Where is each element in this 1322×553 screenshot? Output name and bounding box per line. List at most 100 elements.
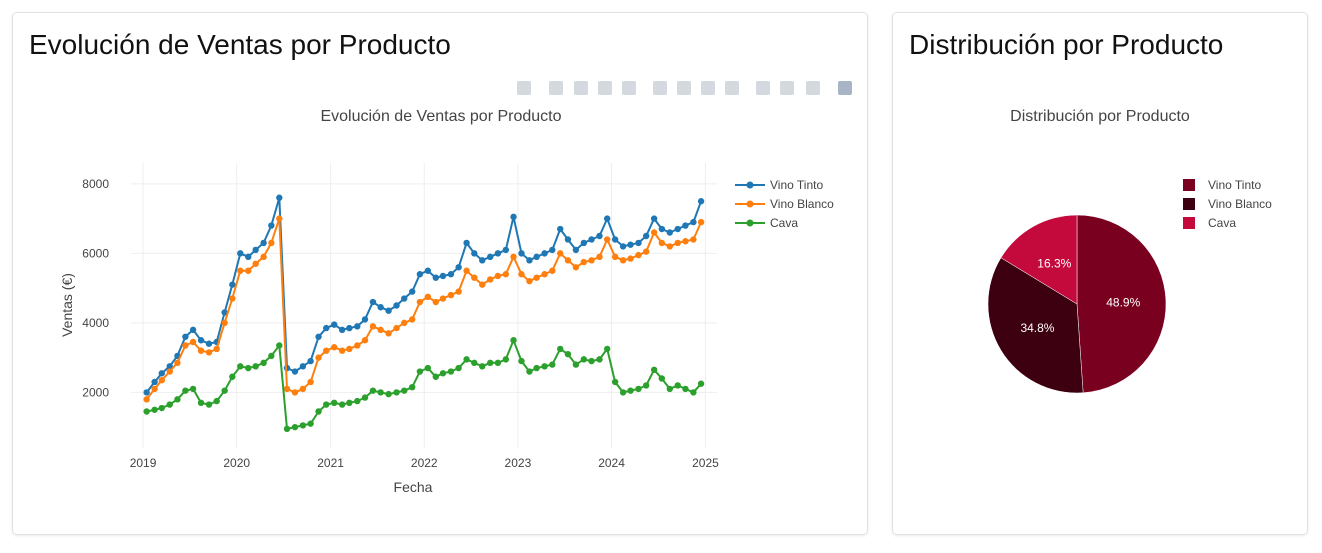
data-point[interactable] bbox=[494, 250, 502, 257]
data-point[interactable] bbox=[642, 248, 650, 255]
data-point[interactable] bbox=[268, 352, 275, 360]
data-point[interactable] bbox=[682, 222, 689, 229]
data-point[interactable] bbox=[666, 385, 673, 393]
data-point[interactable] bbox=[611, 253, 619, 261]
data-point[interactable] bbox=[205, 340, 213, 347]
data-point[interactable] bbox=[439, 272, 447, 280]
data-point[interactable] bbox=[315, 408, 322, 415]
data-point[interactable] bbox=[401, 295, 408, 302]
data-point[interactable] bbox=[424, 293, 432, 301]
data-point[interactable] bbox=[229, 281, 236, 288]
data-point[interactable] bbox=[424, 364, 432, 372]
data-point[interactable] bbox=[580, 258, 588, 266]
data-point[interactable] bbox=[611, 378, 619, 386]
data-point[interactable] bbox=[526, 368, 533, 375]
data-point[interactable] bbox=[338, 347, 346, 354]
data-point[interactable] bbox=[221, 309, 228, 316]
data-point[interactable] bbox=[205, 349, 213, 356]
data-point[interactable] bbox=[447, 271, 455, 278]
zoom-out-icon[interactable] bbox=[677, 81, 691, 95]
plotly-logo-icon[interactable] bbox=[838, 81, 852, 95]
data-point[interactable] bbox=[650, 366, 658, 373]
legend-item[interactable]: Vino Blanco bbox=[1183, 197, 1272, 211]
data-point[interactable] bbox=[385, 390, 392, 398]
legend-item[interactable]: Vino Blanco bbox=[735, 197, 834, 211]
data-point[interactable] bbox=[549, 361, 556, 368]
data-point[interactable] bbox=[213, 345, 220, 353]
data-point[interactable] bbox=[237, 250, 244, 257]
data-point[interactable] bbox=[276, 342, 283, 349]
data-point[interactable] bbox=[463, 356, 470, 363]
data-point[interactable] bbox=[674, 382, 681, 389]
data-point[interactable] bbox=[471, 250, 478, 257]
data-point[interactable] bbox=[447, 368, 455, 375]
pan-icon[interactable] bbox=[574, 81, 588, 95]
data-point[interactable] bbox=[158, 370, 165, 377]
data-point[interactable] bbox=[260, 359, 267, 367]
data-point[interactable] bbox=[260, 253, 267, 261]
data-point[interactable] bbox=[697, 198, 705, 205]
data-point[interactable] bbox=[572, 361, 580, 368]
data-point[interactable] bbox=[416, 271, 424, 278]
data-point[interactable] bbox=[564, 350, 572, 358]
data-point[interactable] bbox=[377, 326, 384, 334]
pie-chart[interactable]: Distribución por Producto 48.9% Vino Tinto… bbox=[893, 13, 1307, 534]
zoom-icon[interactable] bbox=[549, 81, 563, 95]
data-point[interactable] bbox=[479, 257, 486, 264]
data-point[interactable] bbox=[627, 387, 634, 394]
data-point[interactable] bbox=[455, 364, 462, 372]
data-point[interactable] bbox=[510, 253, 517, 261]
data-point[interactable] bbox=[393, 324, 400, 332]
data-point[interactable] bbox=[252, 260, 259, 267]
data-point[interactable] bbox=[541, 250, 548, 257]
data-point[interactable] bbox=[533, 274, 540, 281]
data-point[interactable] bbox=[674, 239, 681, 247]
data-point[interactable] bbox=[682, 238, 689, 245]
data-point[interactable] bbox=[572, 246, 580, 254]
data-point[interactable] bbox=[331, 344, 338, 351]
data-point[interactable] bbox=[182, 387, 189, 394]
data-point[interactable] bbox=[245, 267, 252, 274]
data-point[interactable] bbox=[331, 399, 338, 407]
data-point[interactable] bbox=[252, 246, 259, 254]
data-point[interactable] bbox=[338, 401, 346, 408]
data-point[interactable] bbox=[197, 337, 205, 344]
data-point[interactable] bbox=[197, 399, 205, 407]
data-point[interactable] bbox=[377, 304, 384, 311]
data-point[interactable] bbox=[666, 243, 673, 250]
data-point[interactable] bbox=[526, 257, 533, 264]
data-point[interactable] bbox=[283, 385, 291, 393]
data-point[interactable] bbox=[205, 401, 213, 408]
data-point[interactable] bbox=[627, 255, 634, 262]
data-point[interactable] bbox=[674, 225, 681, 233]
line-chart[interactable]: Evolución de Ventas por Producto 2000 4000… bbox=[13, 13, 867, 534]
data-point[interactable] bbox=[549, 267, 556, 274]
data-point[interactable] bbox=[323, 401, 330, 408]
legend-item[interactable]: Vino Tinto bbox=[1183, 178, 1261, 192]
data-point[interactable] bbox=[447, 291, 455, 299]
data-point[interactable] bbox=[393, 302, 400, 309]
data-point[interactable] bbox=[260, 239, 267, 247]
data-point[interactable] bbox=[486, 276, 494, 283]
data-point[interactable] bbox=[166, 401, 173, 408]
data-point[interactable] bbox=[408, 316, 416, 323]
data-point[interactable] bbox=[690, 236, 697, 243]
data-point[interactable] bbox=[213, 397, 220, 405]
data-point[interactable] bbox=[588, 357, 595, 365]
data-point[interactable] bbox=[635, 239, 642, 247]
hover-compare-icon[interactable] bbox=[806, 81, 820, 95]
legend-item[interactable]: Cava bbox=[735, 216, 798, 230]
data-point[interactable] bbox=[603, 215, 611, 222]
data-point[interactable] bbox=[143, 396, 150, 403]
data-point[interactable] bbox=[650, 215, 658, 222]
data-point[interactable] bbox=[143, 408, 150, 415]
data-point[interactable] bbox=[299, 385, 307, 393]
data-point[interactable] bbox=[682, 385, 689, 393]
data-point[interactable] bbox=[307, 357, 314, 365]
data-point[interactable] bbox=[151, 378, 158, 386]
data-point[interactable] bbox=[564, 236, 572, 243]
data-point[interactable] bbox=[588, 236, 595, 243]
data-point[interactable] bbox=[338, 326, 346, 334]
data-point[interactable] bbox=[245, 364, 252, 372]
data-point[interactable] bbox=[237, 363, 244, 370]
